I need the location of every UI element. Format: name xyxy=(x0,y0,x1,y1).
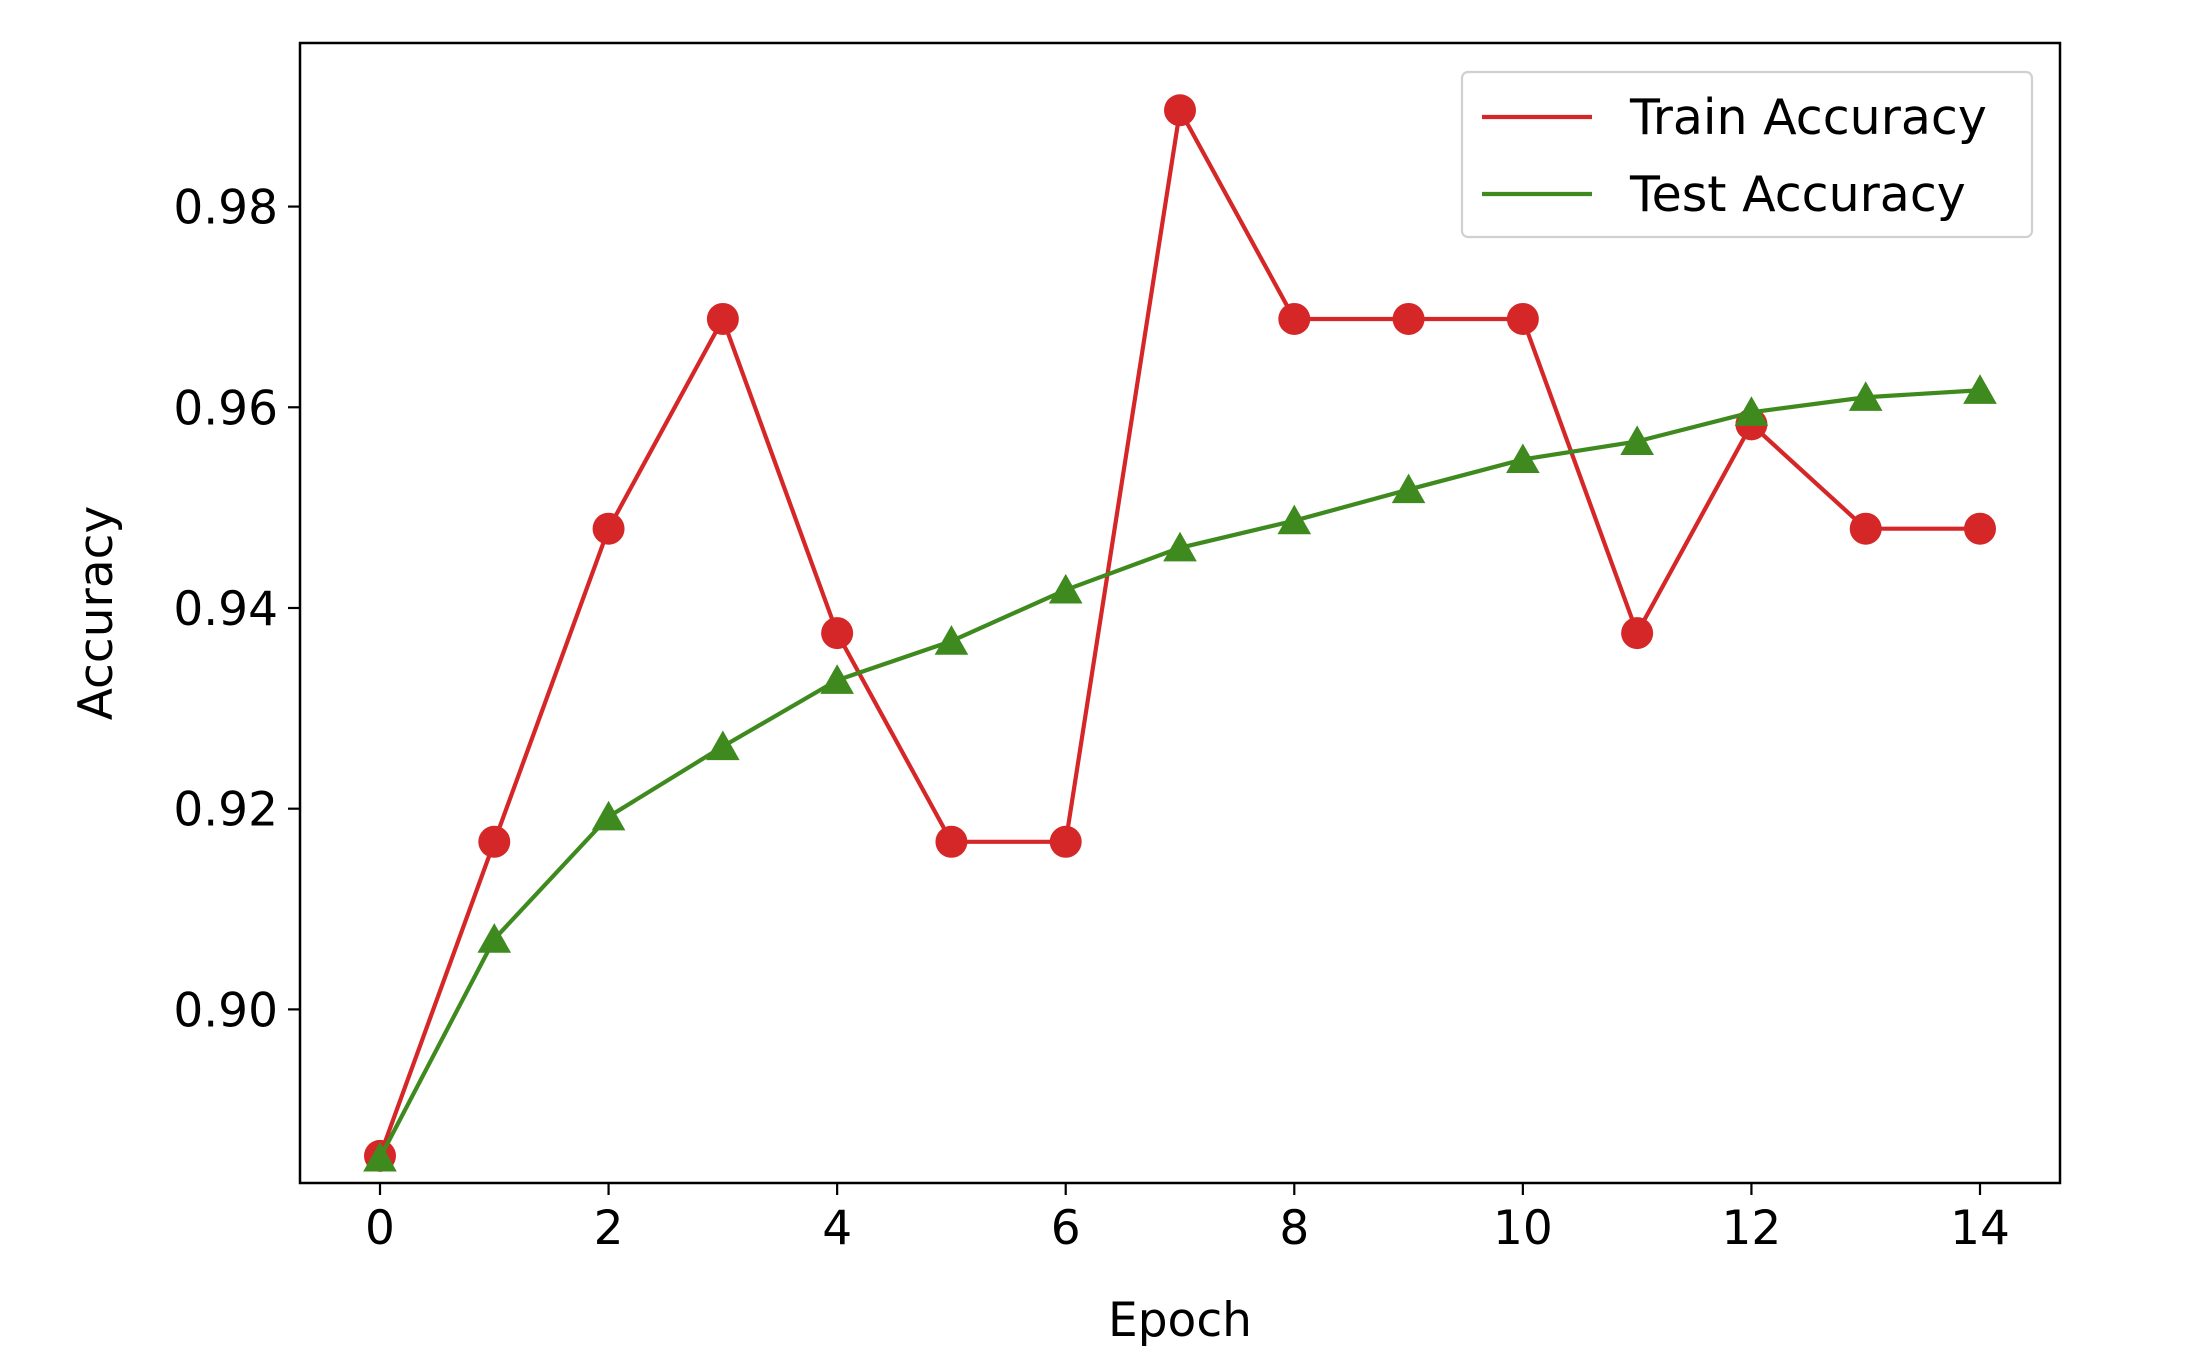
data-point xyxy=(1964,513,1996,545)
x-tick-label: 10 xyxy=(1493,1201,1553,1256)
data-point xyxy=(707,303,739,335)
data-point xyxy=(478,826,510,858)
data-point xyxy=(593,513,625,545)
legend-label: Test Accuracy xyxy=(1629,166,1966,223)
y-tick-label: 0.94 xyxy=(173,582,278,637)
y-tick-label: 0.98 xyxy=(173,181,278,236)
x-tick-label: 2 xyxy=(594,1201,624,1256)
y-tick-label: 0.92 xyxy=(173,783,278,838)
data-point xyxy=(1164,94,1196,126)
y-tick-label: 0.90 xyxy=(173,983,278,1038)
data-point xyxy=(1050,826,1082,858)
y-axis-label: Accuracy xyxy=(69,506,124,721)
x-tick-label: 14 xyxy=(1950,1201,2010,1256)
x-tick-label: 8 xyxy=(1279,1201,1309,1256)
x-tick-label: 4 xyxy=(822,1201,852,1256)
data-point xyxy=(1278,303,1310,335)
data-point xyxy=(821,617,853,649)
x-tick-label: 0 xyxy=(365,1201,395,1256)
x-axis-label: Epoch xyxy=(1108,1293,1252,1348)
data-point xyxy=(1507,303,1539,335)
data-point xyxy=(1621,617,1653,649)
legend: Train Accuracy Test Accuracy xyxy=(1462,72,2032,237)
legend-label: Train Accuracy xyxy=(1629,89,1987,146)
data-point xyxy=(1850,513,1882,545)
data-point xyxy=(1393,303,1425,335)
x-tick-label: 12 xyxy=(1722,1201,1782,1256)
data-point xyxy=(935,826,967,858)
x-tick-label: 6 xyxy=(1051,1201,1081,1256)
y-tick-label: 0.96 xyxy=(173,381,278,436)
